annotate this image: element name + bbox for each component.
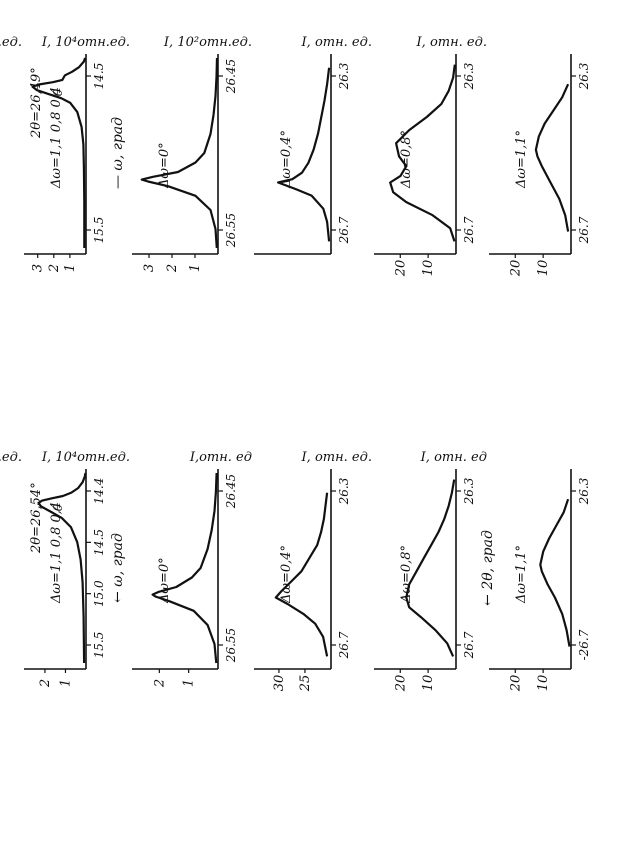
x-tick-label-p1-1: 14.5	[92, 63, 106, 90]
y-axis-label-p1: I, 10⁴отн.ед.	[0, 35, 22, 50]
x-tick-label-p1-0: 15.5	[92, 217, 106, 244]
delta-omega-label-p1: Δω=1,1 0,8 0,4	[49, 87, 64, 189]
x-tick-label-p7-0: 26.55	[224, 628, 238, 663]
zero-marker-p1: 0	[51, 88, 65, 96]
curve-p6-0	[37, 472, 87, 664]
curve-p9-0	[405, 479, 456, 657]
y-tick-label-p10-1: 20	[508, 675, 523, 693]
x-tick-label-p8-0: 26.7	[337, 631, 351, 659]
y-tick-label-p10-0: 10	[536, 675, 551, 692]
x-tick-label-p2-0: 26.55	[224, 213, 238, 248]
y-tick-label-p8-1: 30	[272, 675, 287, 692]
y-axis-label-p9: I, отн. ед.	[301, 450, 372, 465]
x-axis-label-p9: ← 2θ, град	[480, 530, 496, 606]
x-tick-label-p4-1: 26.3	[462, 62, 476, 90]
panel-p1: 15.5 14.5 123 I, 10⁴отн.ед. Δω=1,1 0,8 0,4 2θ…	[0, 35, 126, 273]
x-tick-label-p10-1: 26.3	[577, 477, 591, 505]
delta-omega-label-p5: Δω=1,1°	[514, 130, 529, 189]
x-tick-label-p10-0: -26.7	[577, 629, 591, 660]
x-tick-label-p6-3: 14.4	[92, 478, 106, 505]
y-axis-label-p3: I, 10²отн.ед.	[163, 35, 252, 50]
panel-p6: 15.5 15.0 14.5 14.4 12 I, 10⁴отн.ед. Δω=1,1 0,…	[0, 450, 126, 688]
y-axis-label-p8: I,отн. ед	[189, 450, 252, 465]
x-tick-label-p4-0: 26.7	[462, 216, 476, 244]
curve-p7-0	[151, 472, 218, 664]
panel-p9: 26.7 26.3 10 20 I, отн. ед. Δω=0,8° ← 2θ, град	[301, 450, 496, 692]
two-theta-annotation-p6: 2θ=26,54°	[29, 482, 44, 554]
x-tick-label-p8-1: 26.3	[337, 477, 351, 505]
delta-omega-label-p2: Δω=0°	[157, 142, 172, 189]
delta-omega-label-p3: Δω=0,4°	[279, 130, 294, 189]
two-theta-annotation-p1: 2θ=26,49°	[29, 67, 44, 139]
delta-omega-label-p8: Δω=0,4°	[279, 545, 294, 604]
panel-p5: 26.7 26.3 10 20 I, отн. ед. Δω=1,1°	[416, 35, 591, 277]
panel-p8: 26.7 26.3 25 30 I,отн. ед Δω=0,4°	[189, 450, 351, 692]
panel-p10: -26.7 26.3 10 20 I, отн. ед Δω=1,1°	[420, 450, 591, 692]
y-tick-label-p4-1: 20	[393, 260, 408, 278]
x-tick-label-p2-1: 26.45	[224, 59, 238, 94]
curve-p4-0	[389, 64, 456, 242]
y-tick-label-p6-0: 1	[58, 679, 73, 687]
curve-p1-0	[31, 57, 87, 248]
x-tick-label-p3-0: 26.7	[337, 216, 351, 244]
y-tick-label-p7-0: 1	[182, 679, 197, 687]
y-tick-label-p5-0: 10	[536, 260, 551, 277]
curve-p8-0	[274, 492, 329, 657]
x-axis-label-p6: ← ω, град	[110, 533, 126, 603]
zero-marker-p6: 0	[51, 503, 65, 511]
y-tick-label-p2-2: 3	[142, 264, 157, 272]
delta-omega-label-p10: Δω=1,1°	[514, 545, 529, 604]
y-axis-label-p7: I, 10⁴отн.ед.	[41, 450, 130, 465]
x-axis-label-p1: — ω, град	[110, 117, 126, 189]
y-axis-label-p5: I, отн. ед.	[416, 35, 487, 50]
y-tick-label-p1-2: 3	[31, 264, 46, 272]
delta-omega-label-p6: Δω=1,1 0,8 0,4	[49, 502, 64, 604]
y-tick-label-p7-1: 2	[152, 679, 167, 688]
y-axis-label-p10: I, отн. ед	[420, 450, 487, 465]
y-axis-label-p4: I, отн. ед.	[301, 35, 372, 50]
curve-p3-0	[277, 67, 331, 242]
y-tick-label-p4-0: 10	[421, 260, 436, 277]
x-tick-label-p6-2: 14.5	[92, 529, 106, 556]
x-tick-label-p5-1: 26.3	[577, 62, 591, 90]
x-tick-label-p5-0: 26.7	[577, 216, 591, 244]
y-tick-label-p1-1: 2	[47, 264, 62, 273]
delta-omega-label-p9: Δω=0,8°	[399, 545, 414, 604]
y-tick-label-p1-0: 1	[63, 264, 78, 272]
y-axis-label-p6: I, 10⁴отн.ед.	[0, 450, 22, 465]
x-tick-label-p9-1: 26.3	[462, 477, 476, 505]
y-tick-label-p6-1: 2	[38, 679, 53, 688]
x-tick-label-p9-0: 26.7	[462, 631, 476, 659]
y-tick-label-p9-0: 10	[421, 675, 436, 692]
curve-p2-0	[140, 57, 219, 249]
panel-p3: 26.7 26.3 I, 10²отн.ед. Δω=0,4°	[163, 35, 351, 255]
y-tick-label-p9-1: 20	[393, 675, 408, 693]
curve-p10-0	[539, 498, 571, 647]
y-tick-label-p2-1: 2	[165, 264, 180, 273]
y-tick-label-p2-0: 1	[188, 264, 203, 272]
y-axis-label-p2: I, 10⁴отн.ед.	[41, 35, 130, 50]
x-tick-label-p7-1: 26.45	[224, 474, 238, 509]
x-tick-label-p6-0: 15.5	[92, 632, 106, 659]
x-tick-label-p3-1: 26.3	[337, 62, 351, 90]
y-tick-label-p5-1: 20	[508, 260, 523, 278]
y-tick-label-p8-0: 25	[298, 675, 313, 693]
curve-p5-0	[534, 83, 570, 232]
x-tick-label-p6-1: 15.0	[92, 580, 106, 607]
